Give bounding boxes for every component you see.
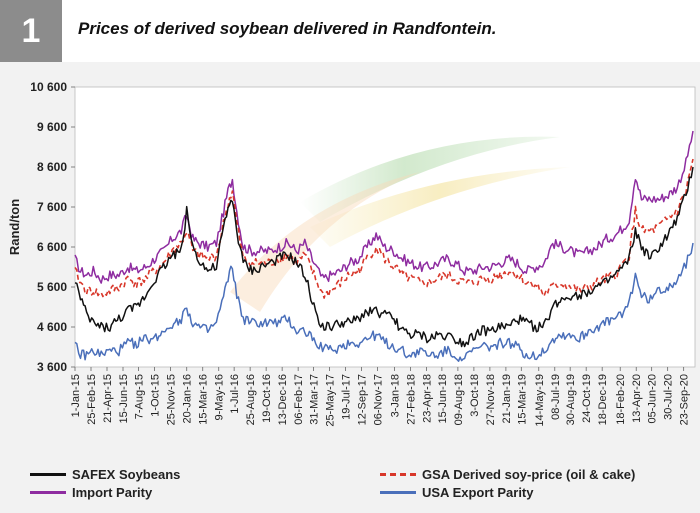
legend: SAFEX Soybeans GSA Derived soy-price (oi…	[18, 463, 688, 509]
legend-item-import-parity: Import Parity	[30, 485, 152, 500]
x-tick-label: 1-Jul-16	[229, 374, 241, 414]
x-tick-label: 25-Aug-16	[245, 374, 257, 425]
x-tick-label: 18-Dec-19	[597, 374, 609, 425]
x-tick-label: 1-Jan-15	[70, 374, 82, 417]
x-tick-label: 05-Jun-20	[647, 374, 659, 424]
y-tick-label: 9 600	[37, 120, 67, 134]
x-tick-label: 23-Apr-18	[421, 374, 433, 423]
legend-label-import-parity: Import Parity	[72, 485, 153, 500]
x-tick-label: 25-Feb-15	[86, 374, 98, 425]
x-tick-label: 30-Aug-19	[565, 374, 577, 425]
x-tick-label: 13-Dec-16	[277, 374, 289, 425]
y-tick-label: 6 600	[37, 240, 67, 254]
x-tick-label: 15-Mar-19	[516, 374, 528, 425]
legend-label-gsa: GSA Derived soy-price (oil & cake)	[422, 467, 636, 482]
y-axis: 3 600 4 600 5 600 6 600 7 600 8 600 9 600 10 60…	[30, 80, 75, 374]
x-tick-label: 21-Apr-15	[102, 374, 114, 423]
x-tick-label: 21-Jan-19	[501, 374, 513, 424]
legend-swatch-usa-export	[380, 491, 416, 494]
header: 1 Prices of derived soybean delivered in…	[0, 0, 700, 62]
x-tick-label: 15-Mar-16	[198, 374, 210, 425]
y-tick-label: 4 600	[37, 320, 67, 334]
x-tick-label: 23-Sep-20	[679, 374, 691, 425]
x-tick-label: 30-Jul-20	[663, 374, 675, 420]
x-tick-label: 20-Jan-16	[182, 374, 194, 424]
y-tick-label: 7 600	[37, 200, 67, 214]
series-line-import-parity	[74, 130, 694, 284]
legend-swatch-safex	[30, 473, 66, 476]
x-tick-label: 06-Nov-17	[373, 374, 385, 425]
x-tick-label: 9-May-16	[214, 374, 226, 420]
x-tick-label: 14-May-19	[534, 374, 546, 427]
x-tick-label: 25-May-17	[325, 374, 337, 427]
series-layer	[74, 130, 694, 362]
legend-swatch-gsa	[380, 473, 416, 476]
x-tick-label: 19-Oct-16	[261, 374, 273, 423]
x-tick-label: 18-Feb-20	[615, 374, 627, 425]
x-tick-label: 25-Nov-15	[165, 374, 177, 425]
y-tick-label: 8 600	[37, 160, 67, 174]
x-tick-label: 08-Jul-19	[550, 374, 562, 420]
x-tick-label: 09-Aug-18	[453, 374, 465, 425]
x-tick-label: 27-Feb-18	[405, 374, 417, 425]
x-tick-label: 31-Mar-17	[309, 374, 321, 425]
series-line-usa-export-parity	[74, 242, 694, 362]
legend-item-safex: SAFEX Soybeans	[30, 467, 180, 482]
x-tick-label: 13-Apr-20	[631, 374, 643, 423]
x-tick-label: 15-Jun-15	[118, 374, 130, 424]
x-tick-label: 7-Aug-15	[133, 374, 145, 419]
legend-label-usa-export: USA Export Parity	[422, 485, 534, 500]
y-tick-label: 5 600	[37, 280, 67, 294]
legend-item-gsa: GSA Derived soy-price (oil & cake)	[380, 467, 635, 482]
watermark-swooshes	[230, 136, 570, 312]
x-tick-label: 3-Jan-18	[389, 374, 401, 417]
y-tick-label: 3 600	[37, 360, 67, 374]
series-line-gsa-derived-soy-price-oil-cake	[74, 158, 694, 299]
legend-item-usa-export: USA Export Parity	[380, 485, 534, 500]
legend-label-safex: SAFEX Soybeans	[72, 467, 181, 482]
x-tick-label: 06-Feb-17	[293, 374, 305, 425]
x-tick-label: 27-Nov-18	[485, 374, 497, 425]
plot-area	[74, 86, 696, 368]
x-tick-label: 1-Oct-15	[149, 374, 161, 417]
line-chart: 3 600 4 600 5 600 6 600 7 600 8 600 9 600 10 60…	[7, 80, 696, 427]
x-tick-label: 24-Oct-19	[581, 374, 593, 423]
x-tick-label: 19-Jul-17	[341, 374, 353, 420]
x-tick-label: 15-Jun-18	[437, 374, 449, 424]
x-axis: 1-Jan-15 25-Feb-15 21-Apr-15 15-Jun-15 7-Aug…	[70, 367, 691, 427]
series-line-safex-soybeans	[74, 166, 694, 348]
y-axis-label: Rand/ton	[7, 199, 22, 255]
chart-title: Prices of derived soybean delivered in R…	[78, 19, 497, 38]
legend-swatch-import-parity	[30, 491, 66, 494]
x-tick-label: 3-Oct-18	[469, 374, 481, 417]
y-tick-label: 10 600	[30, 80, 67, 94]
figure-number-badge: 1	[0, 0, 62, 62]
x-tick-label: 12-Sep-17	[357, 374, 369, 425]
